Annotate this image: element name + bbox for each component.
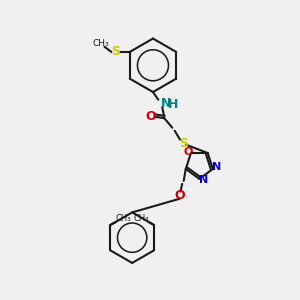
- Text: CH₃: CH₃: [92, 39, 109, 48]
- Text: CH₃: CH₃: [133, 214, 149, 223]
- Text: N: N: [161, 97, 172, 110]
- Text: O: O: [174, 189, 184, 202]
- Text: N: N: [199, 175, 208, 185]
- Text: S: S: [179, 137, 188, 150]
- Text: O: O: [145, 110, 156, 123]
- Text: N: N: [212, 163, 222, 172]
- Text: S: S: [111, 45, 120, 58]
- Text: H: H: [168, 98, 178, 111]
- Text: CH₃: CH₃: [116, 214, 131, 223]
- Text: O: O: [183, 146, 193, 157]
